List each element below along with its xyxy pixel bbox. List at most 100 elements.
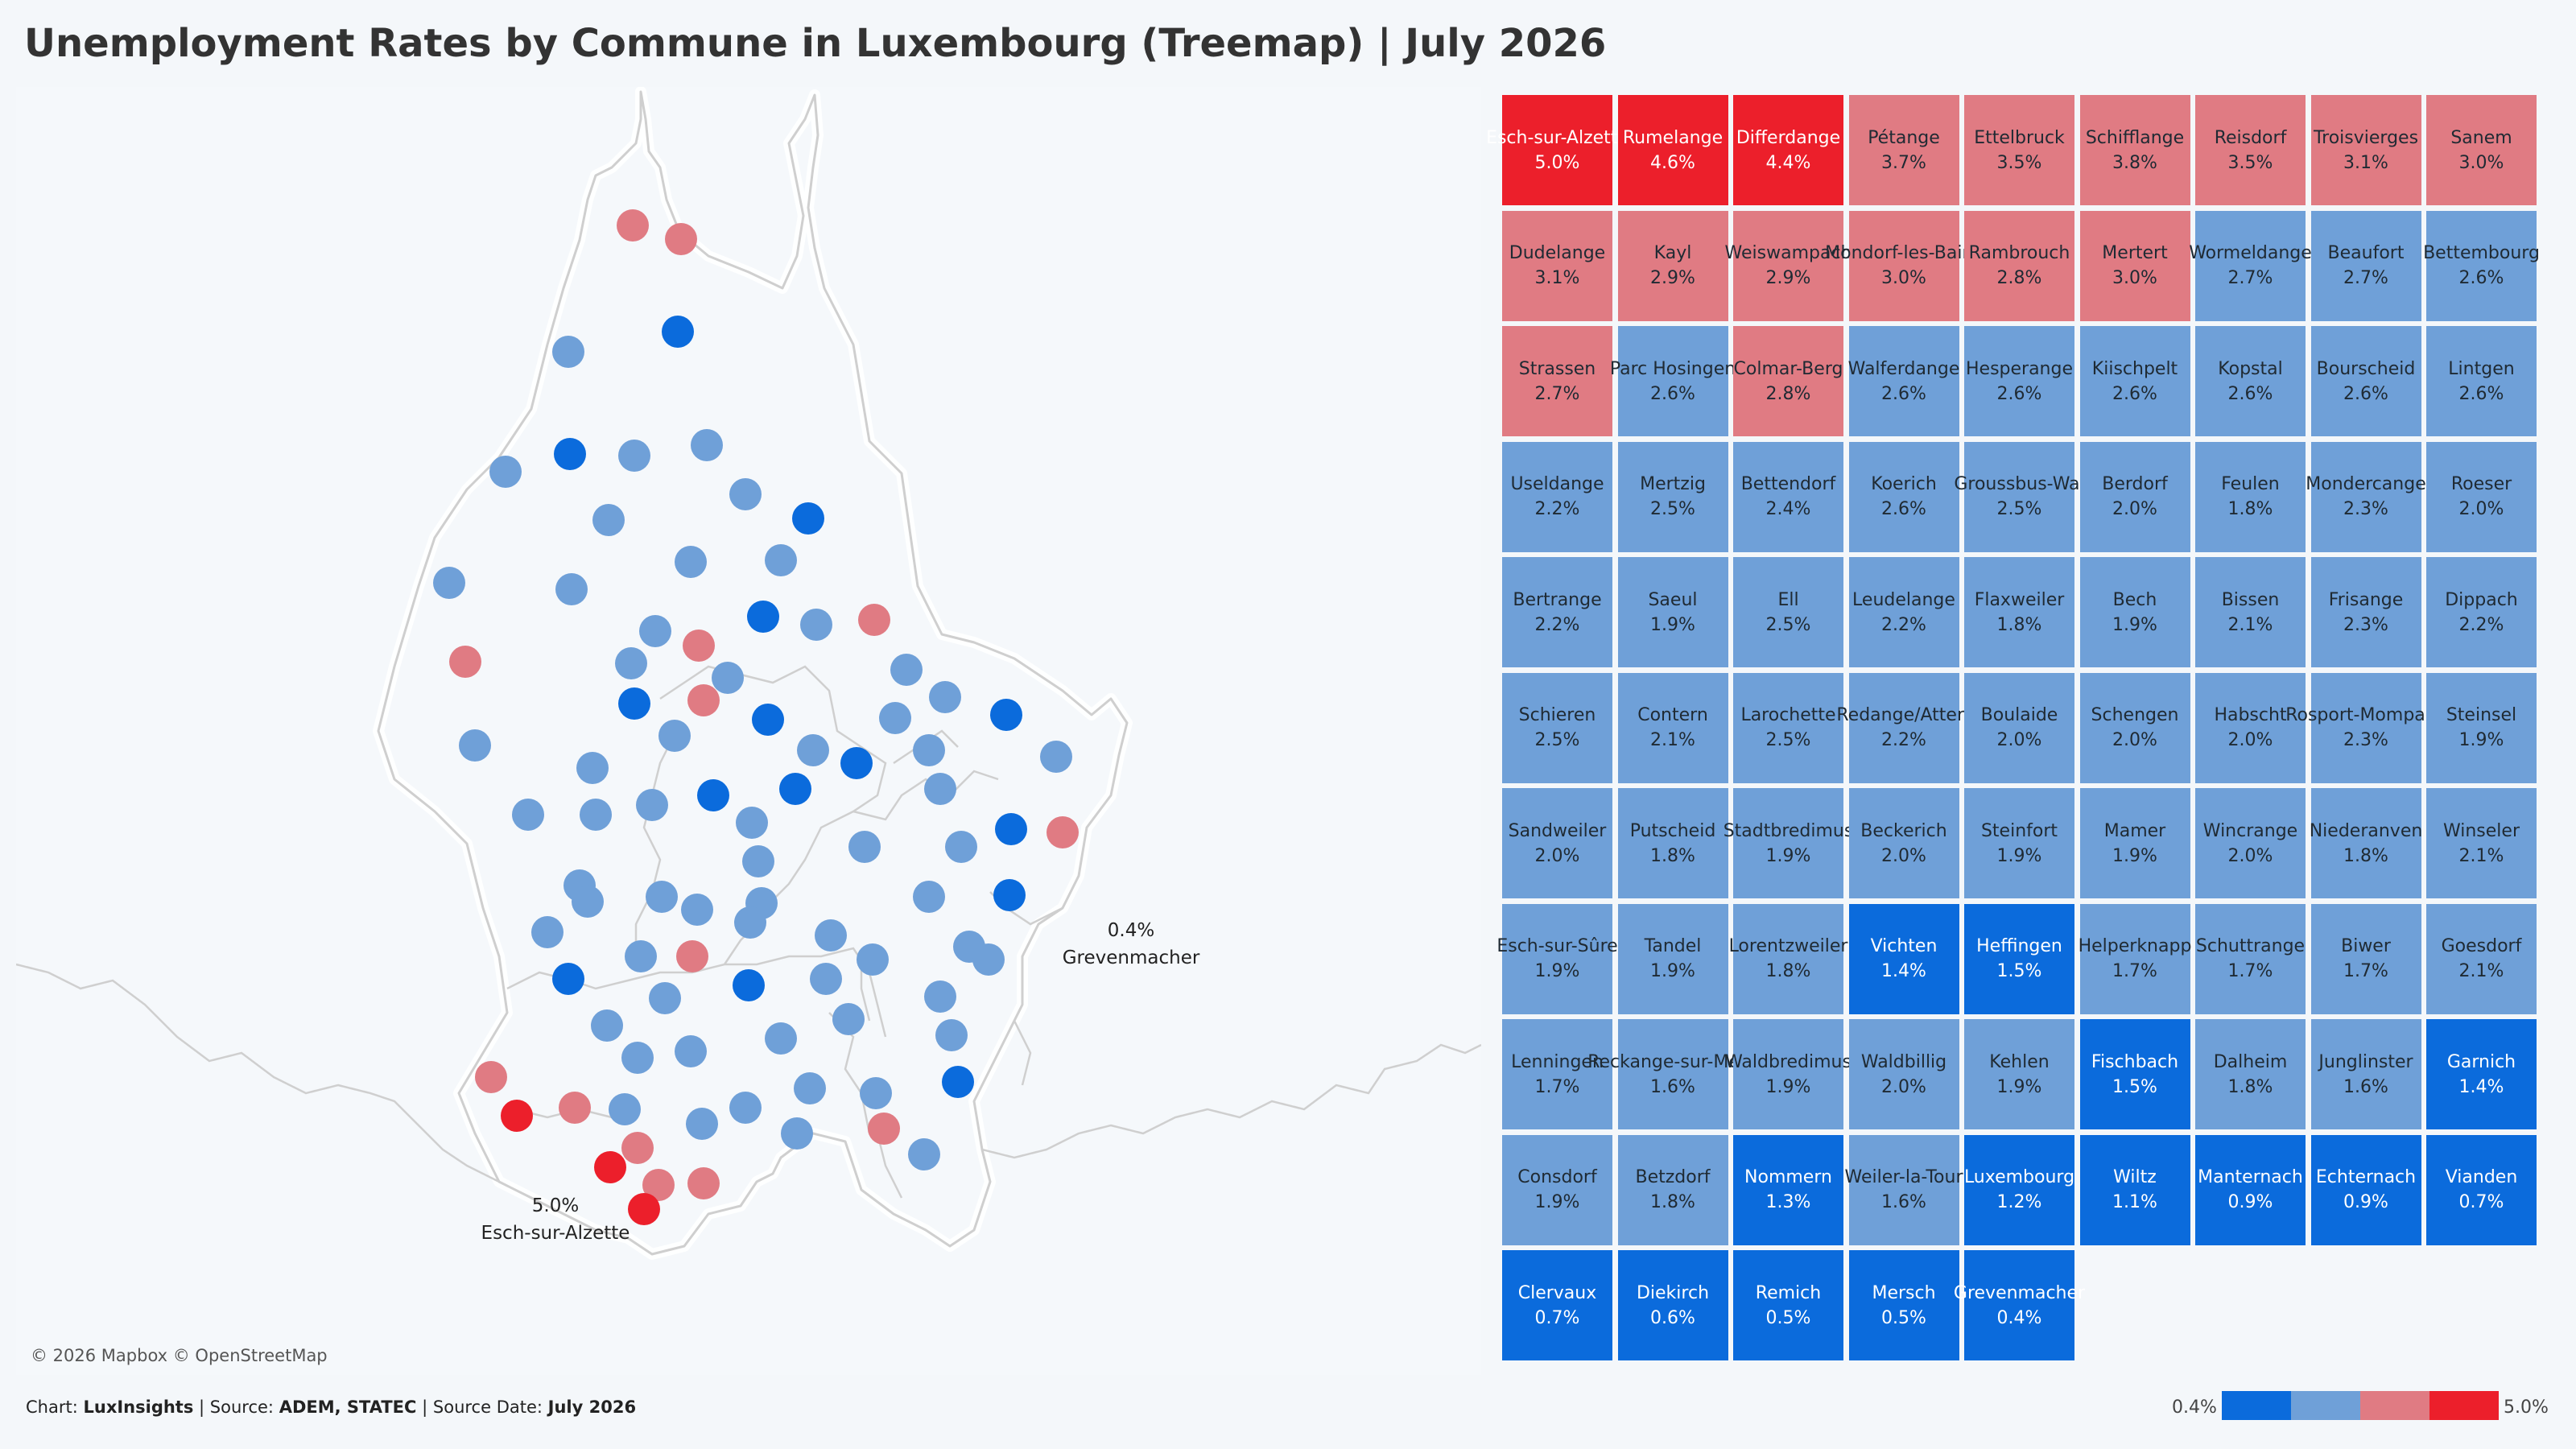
treemap-tile[interactable]: Ell 2.5%	[1733, 557, 1843, 667]
treemap-tile[interactable]: Redange/Attert 2.2%	[1836, 672, 1971, 783]
treemap-tile[interactable]: Putscheid 1.8%	[1617, 788, 1728, 898]
commune-dot[interactable]	[908, 1138, 940, 1170]
commune-dot[interactable]	[712, 662, 744, 694]
commune-dot[interactable]	[658, 720, 691, 752]
treemap-tile[interactable]: Remich 0.5%	[1733, 1250, 1843, 1360]
treemap-tile[interactable]: Wiltz 1.1%	[2079, 1134, 2190, 1245]
treemap-tile[interactable]: Frisange 2.3%	[2310, 557, 2421, 667]
commune-dot[interactable]	[832, 1003, 865, 1035]
treemap-tile[interactable]: Reckange-sur-Mess 1.6%	[1587, 1019, 1758, 1129]
commune-dot[interactable]	[662, 316, 694, 348]
commune-dot[interactable]	[797, 734, 829, 766]
commune-dot[interactable]	[617, 209, 649, 242]
treemap-tile[interactable]: Saeul 1.9%	[1617, 557, 1728, 667]
treemap-tile[interactable]: Walferdange 2.6%	[1848, 326, 1959, 436]
treemap-tile[interactable]: Strassen 2.7%	[1502, 326, 1612, 436]
commune-dot[interactable]	[512, 799, 544, 831]
commune-dot[interactable]	[747, 601, 779, 633]
commune-dot[interactable]	[879, 702, 911, 734]
treemap-tile[interactable]: Bettembourg 2.6%	[2423, 210, 2540, 321]
commune-dot[interactable]	[990, 699, 1022, 731]
treemap-tile[interactable]: Leudelange 2.2%	[1848, 557, 1959, 667]
treemap-tile[interactable]: Fischbach 1.5%	[2079, 1019, 2190, 1129]
commune-dot[interactable]	[609, 1093, 641, 1125]
treemap-tile[interactable]: Junglinster 1.6%	[2310, 1019, 2421, 1129]
commune-dot[interactable]	[552, 336, 584, 368]
treemap-tile[interactable]: Waldbredimus 1.9%	[1725, 1019, 1852, 1129]
treemap-tile[interactable]: Garnich 1.4%	[2426, 1019, 2537, 1129]
commune-dot[interactable]	[752, 704, 784, 736]
commune-dot[interactable]	[449, 646, 481, 678]
treemap-tile[interactable]: Wormeldange 2.7%	[2189, 210, 2312, 321]
commune-dot[interactable]	[993, 879, 1026, 911]
commune-dot[interactable]	[840, 747, 873, 779]
commune-dot[interactable]	[935, 1019, 968, 1051]
treemap-tile[interactable]: Wincrange 2.0%	[2195, 788, 2306, 898]
treemap-tile[interactable]: Boulaide 2.0%	[1964, 672, 2074, 783]
commune-dot[interactable]	[924, 980, 956, 1013]
commune-dot[interactable]	[729, 478, 762, 510]
treemap-tile[interactable]: Sanem 3.0%	[2426, 95, 2537, 205]
treemap-tile[interactable]: Rosport-Mompach 2.3%	[2285, 672, 2446, 783]
treemap-tile[interactable]: Rumelange 4.6%	[1617, 95, 1728, 205]
treemap-tile[interactable]: Schieren 2.5%	[1502, 672, 1612, 783]
treemap-tile[interactable]: Echternach 0.9%	[2310, 1134, 2421, 1245]
treemap-tile[interactable]: Pétange 3.7%	[1848, 95, 1959, 205]
treemap-tile[interactable]: Parc Hosingen 2.6%	[1610, 326, 1736, 436]
treemap-tile[interactable]: Schuttrange 1.7%	[2195, 903, 2306, 1014]
commune-dot[interactable]	[639, 615, 671, 647]
treemap-tile[interactable]: Koerich 2.6%	[1848, 441, 1959, 552]
commune-dot[interactable]	[1046, 816, 1079, 848]
treemap-tile[interactable]: Helperknapp 1.7%	[2079, 903, 2191, 1014]
treemap-tile[interactable]: Esch-sur-Alzette 5.0%	[1486, 95, 1629, 205]
commune-dot[interactable]	[858, 604, 890, 636]
treemap-tile[interactable]: Dippach 2.2%	[2426, 557, 2537, 667]
treemap-tile[interactable]: Betzdorf 1.8%	[1617, 1134, 1728, 1245]
treemap-tile[interactable]: Grevenmacher 0.4%	[1954, 1250, 2085, 1360]
commune-dot[interactable]	[697, 779, 729, 811]
commune-dot[interactable]	[572, 886, 604, 918]
commune-dot[interactable]	[945, 831, 977, 863]
treemap-tile[interactable]: Dalheim 1.8%	[2195, 1019, 2306, 1129]
commune-dot[interactable]	[615, 647, 647, 679]
treemap-tile[interactable]: Waldbillig 2.0%	[1848, 1019, 1959, 1129]
commune-dot[interactable]	[554, 438, 586, 470]
commune-dot[interactable]	[618, 440, 650, 472]
treemap-tile[interactable]: Steinfort 1.9%	[1964, 788, 2074, 898]
commune-dot[interactable]	[531, 916, 564, 948]
treemap-tile[interactable]: Mamer 1.9%	[2079, 788, 2190, 898]
treemap-tile[interactable]: Roeser 2.0%	[2426, 441, 2537, 552]
commune-dot[interactable]	[691, 429, 723, 461]
treemap-tile[interactable]: Beckerich 2.0%	[1848, 788, 1959, 898]
treemap-tile[interactable]: Flaxweiler 1.8%	[1964, 557, 2074, 667]
treemap-tile[interactable]: Colmar-Berg 2.8%	[1733, 326, 1843, 436]
commune-dot[interactable]	[972, 943, 1005, 976]
commune-dot[interactable]	[848, 831, 881, 863]
commune-dot[interactable]	[924, 773, 956, 805]
treemap-tile[interactable]: Luxembourg 1.2%	[1964, 1134, 2074, 1245]
commune-dot[interactable]	[576, 752, 609, 784]
commune-dot[interactable]	[625, 940, 657, 972]
treemap-tile[interactable]: Beaufort 2.7%	[2310, 210, 2421, 321]
treemap-tile[interactable]: Feulen 1.8%	[2195, 441, 2306, 552]
commune-dot[interactable]	[675, 1035, 707, 1067]
commune-dot[interactable]	[594, 1151, 626, 1183]
commune-dot[interactable]	[800, 609, 832, 641]
commune-dot[interactable]	[501, 1100, 533, 1132]
treemap-tile[interactable]: Mertert 3.0%	[2079, 210, 2190, 321]
commune-dot[interactable]	[734, 906, 766, 939]
commune-dot[interactable]	[1040, 741, 1072, 773]
treemap-tile[interactable]: Weiswampach 2.9%	[1725, 210, 1852, 321]
commune-dot[interactable]	[628, 1193, 660, 1225]
treemap-tile[interactable]: Differdange 4.4%	[1733, 95, 1843, 205]
commune-dot[interactable]	[433, 567, 465, 599]
commune-dot[interactable]	[857, 943, 889, 976]
treemap-tile[interactable]: Lorentzweiler 1.8%	[1729, 903, 1847, 1014]
treemap-tile[interactable]: Reisdorf 3.5%	[2195, 95, 2306, 205]
commune-dot[interactable]	[580, 799, 612, 831]
treemap-tile[interactable]: Winseler 2.1%	[2426, 788, 2537, 898]
commune-dot[interactable]	[868, 1113, 900, 1145]
commune-dot[interactable]	[815, 919, 847, 952]
commune-dot[interactable]	[642, 1169, 675, 1201]
treemap-tile[interactable]: Nommern 1.3%	[1733, 1134, 1843, 1245]
